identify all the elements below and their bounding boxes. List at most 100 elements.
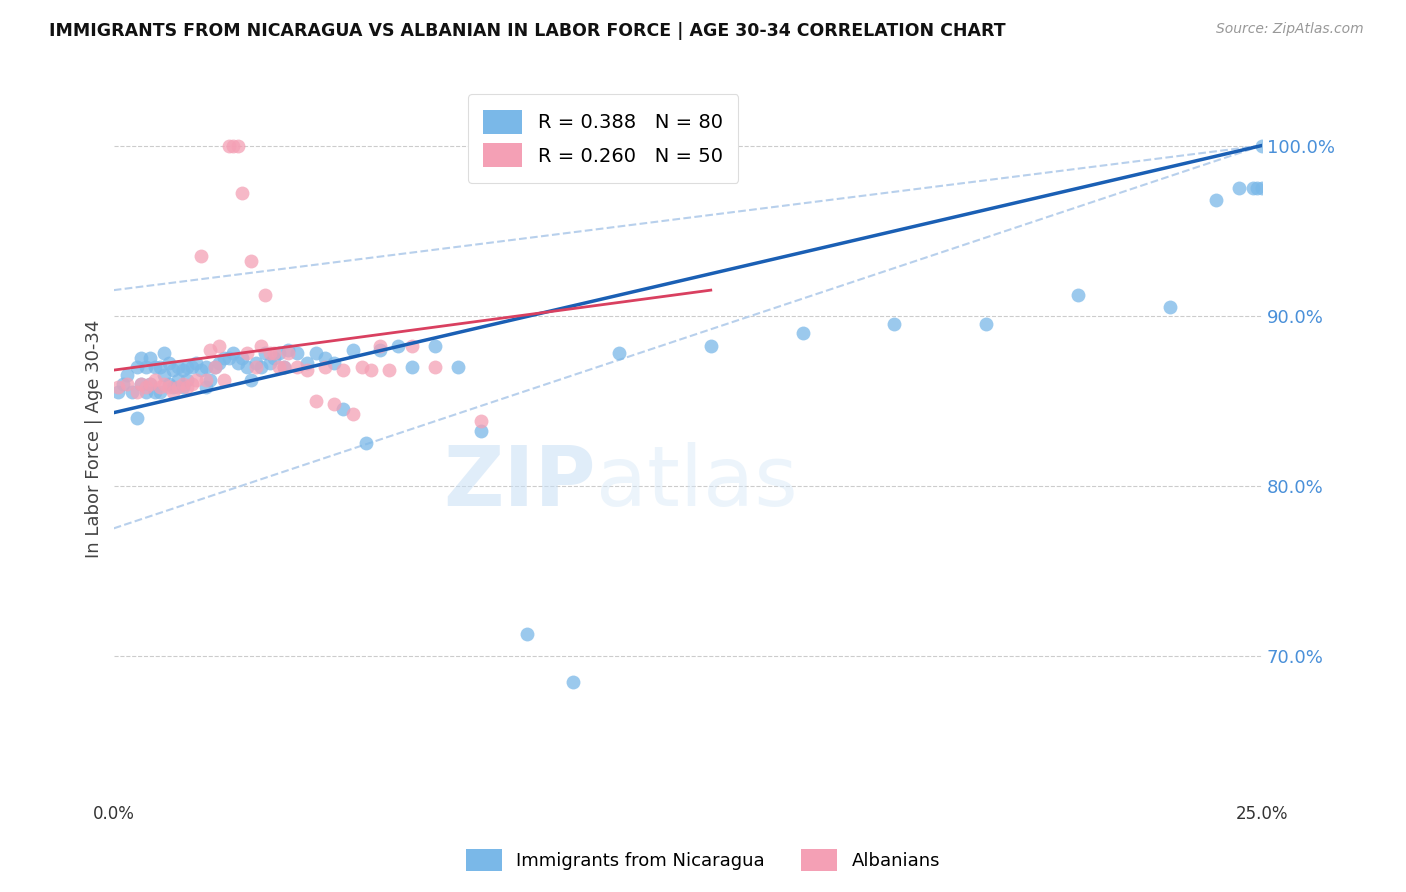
Point: [208, 339, 231, 353]
Point: [218, 138, 240, 153]
Point: [143, 359, 166, 374]
Point: [125, 359, 148, 374]
Point: [167, 380, 190, 394]
Point: [332, 402, 354, 417]
Point: [167, 359, 190, 374]
Point: [194, 373, 217, 387]
Point: [117, 376, 139, 391]
Point: [129, 351, 152, 366]
Point: [245, 359, 267, 374]
Point: [368, 339, 391, 353]
Point: [125, 385, 148, 400]
Point: [883, 317, 905, 331]
Point: [190, 249, 212, 263]
Legend: Immigrants from Nicaragua, Albanians: Immigrants from Nicaragua, Albanians: [458, 842, 948, 879]
Point: [287, 359, 309, 374]
Point: [135, 380, 157, 394]
Point: [149, 359, 172, 374]
Point: [277, 346, 299, 360]
Point: [212, 351, 235, 366]
Point: [135, 359, 157, 374]
Point: [1227, 181, 1250, 195]
Text: atlas: atlas: [596, 442, 797, 523]
Point: [425, 339, 447, 353]
Point: [240, 254, 263, 268]
Point: [190, 363, 212, 377]
Point: [470, 425, 492, 439]
Point: [162, 380, 184, 394]
Point: [198, 343, 221, 357]
Point: [470, 414, 492, 428]
Point: [254, 346, 277, 360]
Point: [259, 346, 281, 360]
Text: ZIP: ZIP: [443, 442, 596, 523]
Point: [172, 376, 194, 391]
Point: [117, 368, 139, 383]
Point: [976, 317, 998, 331]
Point: [149, 385, 172, 400]
Point: [263, 346, 285, 360]
Point: [1251, 138, 1274, 153]
Point: [180, 376, 202, 391]
Point: [157, 356, 180, 370]
Point: [176, 373, 198, 387]
Point: [425, 359, 447, 374]
Point: [149, 380, 172, 394]
Point: [267, 346, 290, 360]
Point: [387, 339, 409, 353]
Point: [153, 368, 176, 383]
Point: [212, 373, 235, 387]
Point: [162, 385, 184, 400]
Point: [226, 138, 249, 153]
Point: [1251, 181, 1274, 195]
Point: [1205, 193, 1227, 207]
Point: [172, 363, 194, 377]
Point: [153, 346, 176, 360]
Point: [792, 326, 814, 340]
Point: [273, 359, 295, 374]
Point: [323, 356, 346, 370]
Point: [607, 346, 630, 360]
Point: [172, 380, 194, 394]
Point: [254, 288, 277, 302]
Point: [139, 376, 162, 391]
Point: [342, 408, 364, 422]
Point: [700, 339, 723, 353]
Point: [259, 356, 281, 370]
Point: [186, 356, 208, 370]
Point: [107, 385, 129, 400]
Point: [305, 346, 328, 360]
Point: [157, 380, 180, 394]
Point: [231, 186, 253, 201]
Point: [516, 627, 538, 641]
Point: [401, 339, 423, 353]
Point: [143, 373, 166, 387]
Point: [295, 356, 318, 370]
Point: [139, 351, 162, 366]
Point: [1241, 181, 1264, 195]
Point: [447, 359, 470, 374]
Point: [204, 359, 226, 374]
Point: [277, 343, 299, 357]
Text: Source: ZipAtlas.com: Source: ZipAtlas.com: [1216, 22, 1364, 37]
Point: [273, 359, 295, 374]
Point: [314, 351, 336, 366]
Point: [267, 359, 290, 374]
Point: [332, 363, 354, 377]
Point: [1159, 300, 1181, 314]
Point: [176, 380, 198, 394]
Point: [194, 359, 217, 374]
Point: [360, 363, 382, 377]
Point: [323, 397, 346, 411]
Point: [245, 356, 267, 370]
Point: [143, 385, 166, 400]
Point: [111, 376, 134, 391]
Text: IMMIGRANTS FROM NICARAGUA VS ALBANIAN IN LABOR FORCE | AGE 30-34 CORRELATION CHA: IMMIGRANTS FROM NICARAGUA VS ALBANIAN IN…: [49, 22, 1005, 40]
Point: [295, 363, 318, 377]
Point: [198, 373, 221, 387]
Point: [226, 356, 249, 370]
Point: [401, 359, 423, 374]
Point: [208, 356, 231, 370]
Point: [287, 346, 309, 360]
Point: [350, 359, 373, 374]
